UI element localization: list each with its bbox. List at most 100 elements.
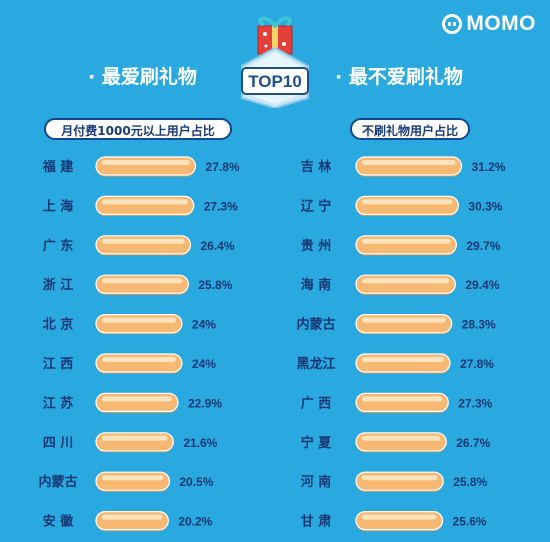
bar-highlight <box>362 475 438 481</box>
bar-highlight <box>102 357 176 362</box>
brand-logo: MOMO <box>442 12 536 36</box>
category-label: 吉 林 <box>301 159 332 175</box>
bar-highlight <box>102 199 188 205</box>
category-label: 辽 宁 <box>301 198 332 214</box>
category-label: 海 南 <box>301 277 332 293</box>
category-label: 北 京 <box>43 317 74 333</box>
bar-row: 海 南 29.4% <box>301 274 500 295</box>
category-label: 贵 州 <box>301 238 332 254</box>
value-label: 20.5% <box>179 475 213 489</box>
bar <box>355 432 447 452</box>
value-label: 31.2% <box>471 160 505 174</box>
category-label: 福 建 <box>42 159 74 175</box>
bar <box>95 235 192 255</box>
bar-row: 黑龙江 27.8% <box>296 353 494 374</box>
bar-highlight <box>102 475 164 481</box>
bar <box>95 274 189 294</box>
value-label: 22.9% <box>188 396 222 410</box>
bar-highlight <box>102 435 168 441</box>
bar <box>95 511 169 531</box>
bar-highlight <box>102 238 185 244</box>
chart-subtitle-most: 月付费1000元以上用户占比 <box>44 118 232 140</box>
bar-row: 内蒙古 20.5% <box>38 471 214 492</box>
bar <box>355 314 453 334</box>
bar-row: 辽 宁 30.3% <box>301 195 503 216</box>
momo-logo-icon <box>442 14 463 34</box>
value-label: 21.6% <box>183 436 217 450</box>
category-label: 江 苏 <box>43 395 74 411</box>
category-label: 内蒙古 <box>38 474 77 490</box>
value-label: 24% <box>192 357 216 371</box>
bar-row: 贵 州 29.7% <box>301 235 501 256</box>
value-label: 27.3% <box>458 396 492 410</box>
bar-row: 浙 江 25.8% <box>43 274 233 295</box>
category-label: 四 川 <box>43 436 74 451</box>
value-label: 25.8% <box>453 475 487 489</box>
bar <box>355 156 463 176</box>
bar <box>355 471 444 491</box>
chart-title-most: · 最爱刷礼物 <box>88 66 197 88</box>
bar <box>95 471 170 491</box>
top10-badge: TOP10 <box>241 16 309 108</box>
bar-row: 广 东 26.4% <box>43 235 235 256</box>
value-label: 30.3% <box>468 199 502 213</box>
category-label: 广 西 <box>301 395 332 411</box>
category-label: 上 海 <box>43 198 74 214</box>
bar-highlight <box>362 199 453 205</box>
value-label: 25.8% <box>198 278 232 292</box>
bar-highlight <box>362 317 446 323</box>
bar <box>95 314 183 334</box>
bar-row: 吉 林 31.2% <box>301 156 506 177</box>
category-label: 浙 江 <box>43 277 74 293</box>
category-label: 江 西 <box>43 356 74 372</box>
chart-title-least: · 最不爱刷礼物 <box>335 66 463 88</box>
value-label: 27.8% <box>460 357 494 371</box>
value-label: 27.8% <box>206 160 240 174</box>
bar <box>355 392 449 412</box>
bar-highlight <box>362 160 456 165</box>
bar-row: 北 京 24% <box>43 314 216 335</box>
bar-row: 河 南 25.8% <box>301 471 488 492</box>
value-label: 28.3% <box>462 318 496 332</box>
value-label: 24% <box>192 318 216 332</box>
bar <box>95 432 174 452</box>
bar-highlight <box>362 238 451 244</box>
value-label: 29.4% <box>465 278 499 292</box>
bar-row: 江 西 24% <box>43 353 216 374</box>
value-label: 20.2% <box>178 515 212 529</box>
badge-text: TOP10 <box>248 72 302 91</box>
bar-row: 福 建 27.8% <box>42 156 240 177</box>
category-label: 内蒙古 <box>296 317 335 333</box>
bar-highlight <box>362 396 443 402</box>
bar-row: 四 川 21.6% <box>43 432 218 453</box>
bar-row: 江 苏 22.9% <box>43 392 222 413</box>
value-label: 26.7% <box>456 436 490 450</box>
bar-row: 甘 肃 25.6% <box>301 511 487 532</box>
category-label: 广 东 <box>43 238 74 254</box>
bar-highlight <box>362 514 437 520</box>
bar-highlight <box>362 435 441 441</box>
bar <box>95 392 179 412</box>
bar-highlight <box>102 317 176 323</box>
bar <box>355 195 460 215</box>
category-label: 河 南 <box>301 474 332 490</box>
bar-highlight <box>362 278 450 284</box>
bar <box>95 156 197 176</box>
value-label: 27.3% <box>204 199 238 213</box>
value-label: 26.4% <box>201 239 235 253</box>
bar-highlight <box>102 160 190 165</box>
bar <box>355 274 456 294</box>
brand-name: MOMO <box>466 12 536 35</box>
value-label: 29.7% <box>466 239 500 253</box>
category-label: 宁 夏 <box>301 435 333 451</box>
bar <box>355 235 457 255</box>
bar-highlight <box>102 396 172 402</box>
bar-row: 安 徽 20.2% <box>43 511 213 532</box>
bar-highlight <box>102 514 163 520</box>
value-label: 25.6% <box>453 515 487 529</box>
bar <box>95 195 195 215</box>
bar <box>95 353 183 373</box>
bar-row: 上 海 27.3% <box>43 195 238 216</box>
category-label: 甘 肃 <box>301 514 332 530</box>
